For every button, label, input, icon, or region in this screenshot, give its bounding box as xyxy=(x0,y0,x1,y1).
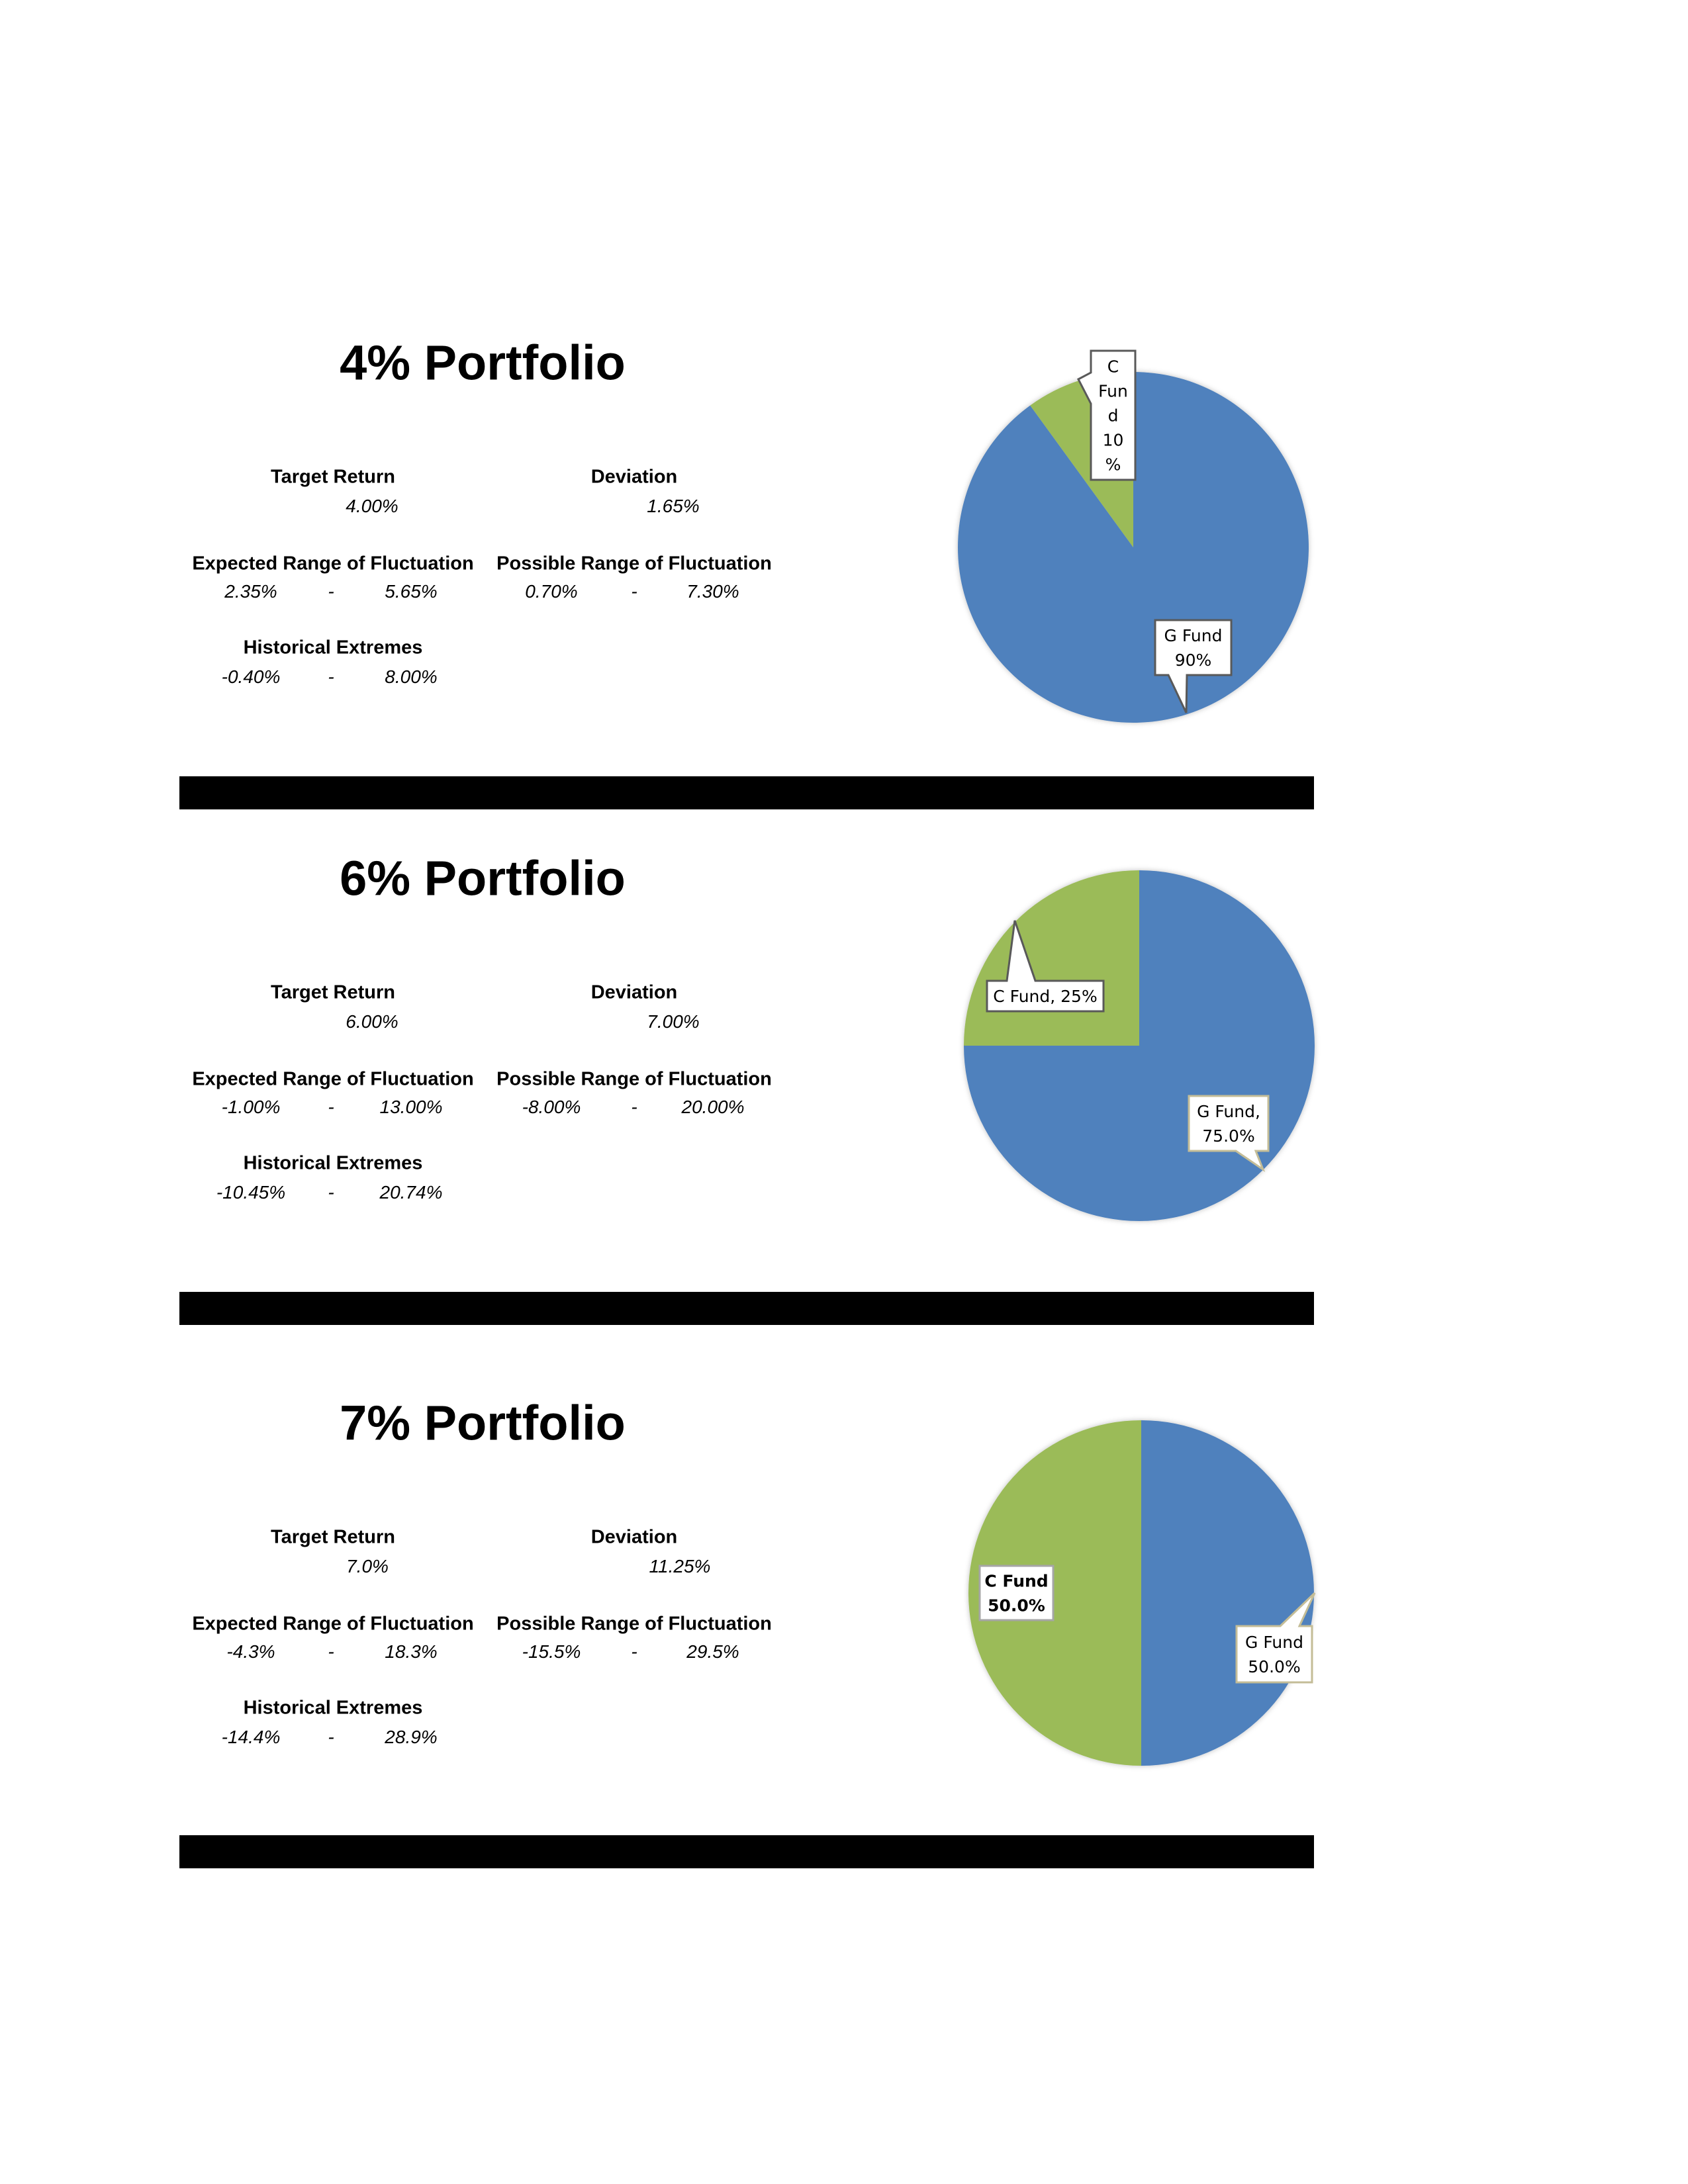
callout-box xyxy=(986,920,1105,1013)
possible-range-label: Possible Range of Fluctuation xyxy=(496,1068,772,1090)
possible-range-label: Possible Range of Fluctuation xyxy=(496,1613,772,1635)
section-divider-bar xyxy=(179,776,1314,809)
historical-extremes-low: -10.45% xyxy=(216,1182,286,1203)
pie-slice-c-fund xyxy=(968,1420,1141,1766)
target-return-label: Target Return xyxy=(271,466,395,488)
data-label-line: G Fund xyxy=(1164,626,1223,645)
expected-range-separator: - xyxy=(328,1641,334,1662)
portfolio-title: 6% Portfolio xyxy=(340,850,626,906)
historical-extremes-label: Historical Extremes xyxy=(243,1152,423,1174)
data-label-line: G Fund xyxy=(1245,1633,1303,1652)
possible-range-label: Possible Range of Fluctuation xyxy=(496,553,772,574)
target-return-value: 4.00% xyxy=(346,496,399,516)
data-label-line: C Fund, 25% xyxy=(993,987,1097,1006)
data-label-text: C Fun d 10% xyxy=(1098,357,1128,475)
data-label-line: % xyxy=(1105,455,1121,475)
possible-range-low: 0.70% xyxy=(525,581,578,602)
data-label-line: Fun xyxy=(1098,382,1128,401)
expected-range-label: Expected Range of Fluctuation xyxy=(192,1068,474,1090)
deviation-value: 1.65% xyxy=(647,496,700,516)
data-label-text: G Fund, 75.0% xyxy=(1197,1102,1260,1146)
data-label-g-fund: G Fund 50.0% xyxy=(1235,1592,1316,1684)
data-label-line: 75.0% xyxy=(1202,1126,1254,1146)
target-return-value: 6.00% xyxy=(346,1011,399,1032)
historical-extremes-separator: - xyxy=(328,1727,334,1747)
historical-extremes-high: 8.00% xyxy=(385,666,438,687)
data-label-line: 90% xyxy=(1175,651,1212,670)
deviation-label: Deviation xyxy=(590,981,678,1003)
data-label-line: G Fund, xyxy=(1197,1102,1260,1121)
portfolio-section-6: 6% Portfolio Target Return 6.00% Deviati… xyxy=(0,516,1688,1203)
data-label-line: d xyxy=(1108,406,1119,426)
possible-range-high: 29.5% xyxy=(686,1641,739,1662)
data-label-line: 10 xyxy=(1103,431,1124,450)
target-return-label: Target Return xyxy=(271,1526,395,1548)
data-label-c-fund: C Fund 50.0% xyxy=(978,1565,1055,1621)
historical-extremes-high: 20.74% xyxy=(379,1182,443,1203)
pie-slice-g-fund xyxy=(1141,1420,1314,1766)
data-label-text: C Fund 50.0% xyxy=(984,1572,1048,1615)
possible-range-low: -15.5% xyxy=(522,1641,581,1662)
historical-extremes-separator: - xyxy=(328,1182,334,1203)
portfolio-section-4: 4% Portfolio Target Return 4.00% Deviati… xyxy=(0,0,1688,688)
target-return-value: 7.0% xyxy=(346,1556,389,1576)
data-label-line: 50.0% xyxy=(988,1596,1045,1615)
pie-slice-c-fund xyxy=(964,870,1139,1046)
possible-range-separator: - xyxy=(631,581,637,602)
data-label-line: C xyxy=(1107,357,1119,377)
deviation-value: 11.25% xyxy=(649,1556,711,1576)
possible-range-low: -8.00% xyxy=(522,1097,581,1117)
expected-range-label: Expected Range of Fluctuation xyxy=(192,1613,474,1635)
data-label-text: G Fund 90% xyxy=(1164,626,1223,670)
expected-range-low: -1.00% xyxy=(221,1097,281,1117)
possible-range-high: 7.30% xyxy=(686,581,739,602)
portfolio-title: 4% Portfolio xyxy=(340,335,626,390)
data-label-text: C Fund, 25% xyxy=(993,987,1097,1006)
expected-range-high: 13.00% xyxy=(379,1097,443,1117)
historical-extremes-high: 28.9% xyxy=(385,1727,438,1747)
pie-chart: G Fund 50.0% C Fund 50.0% xyxy=(968,1420,1316,1766)
possible-range-high: 20.00% xyxy=(681,1097,745,1117)
section-divider-bar xyxy=(179,1835,1314,1868)
historical-extremes-separator: - xyxy=(328,666,334,687)
expected-range-high: 5.65% xyxy=(385,581,438,602)
data-label-g-fund: G Fund, 75.0% xyxy=(1188,1095,1270,1172)
callout-box xyxy=(1076,349,1137,481)
data-label-c-fund: C Fun d 10% xyxy=(1076,349,1137,481)
expected-range-low: -4.3% xyxy=(226,1641,275,1662)
historical-extremes-low: -14.4% xyxy=(221,1727,281,1747)
expected-range-low: 2.35% xyxy=(224,581,277,602)
historical-extremes-label: Historical Extremes xyxy=(243,637,423,659)
possible-range-separator: - xyxy=(631,1641,637,1662)
data-label-line: C Fund xyxy=(984,1572,1048,1591)
deviation-value: 7.00% xyxy=(647,1011,700,1032)
expected-range-separator: - xyxy=(328,581,334,602)
portfolio-title: 7% Portfolio xyxy=(340,1395,626,1451)
callout-box xyxy=(1188,1095,1270,1172)
data-label-text: G Fund 50.0% xyxy=(1245,1633,1303,1676)
deviation-label: Deviation xyxy=(590,466,678,488)
pie-chart: G Fund, 75.0% C Fund, 25% xyxy=(964,870,1315,1221)
deviation-label: Deviation xyxy=(590,1526,678,1548)
expected-range-label: Expected Range of Fluctuation xyxy=(192,553,474,574)
possible-range-separator: - xyxy=(631,1097,637,1117)
callout-box xyxy=(1154,619,1233,713)
target-return-label: Target Return xyxy=(271,981,395,1003)
portfolio-section-7: 7% Portfolio Target Return 7.0% Deviatio… xyxy=(0,1060,1688,1748)
expected-range-separator: - xyxy=(328,1097,334,1117)
historical-extremes-low: -0.40% xyxy=(221,666,281,687)
callout-box xyxy=(1235,1592,1316,1684)
data-label-line: 50.0% xyxy=(1248,1657,1300,1676)
section-divider-bar xyxy=(179,1292,1314,1325)
callout-box xyxy=(978,1565,1055,1621)
data-label-c-fund: C Fund, 25% xyxy=(986,920,1105,1013)
pie-chart: G Fund 90% C Fun d 10% xyxy=(957,349,1309,723)
expected-range-high: 18.3% xyxy=(385,1641,438,1662)
data-label-g-fund: G Fund 90% xyxy=(1154,619,1233,713)
historical-extremes-label: Historical Extremes xyxy=(243,1697,423,1719)
